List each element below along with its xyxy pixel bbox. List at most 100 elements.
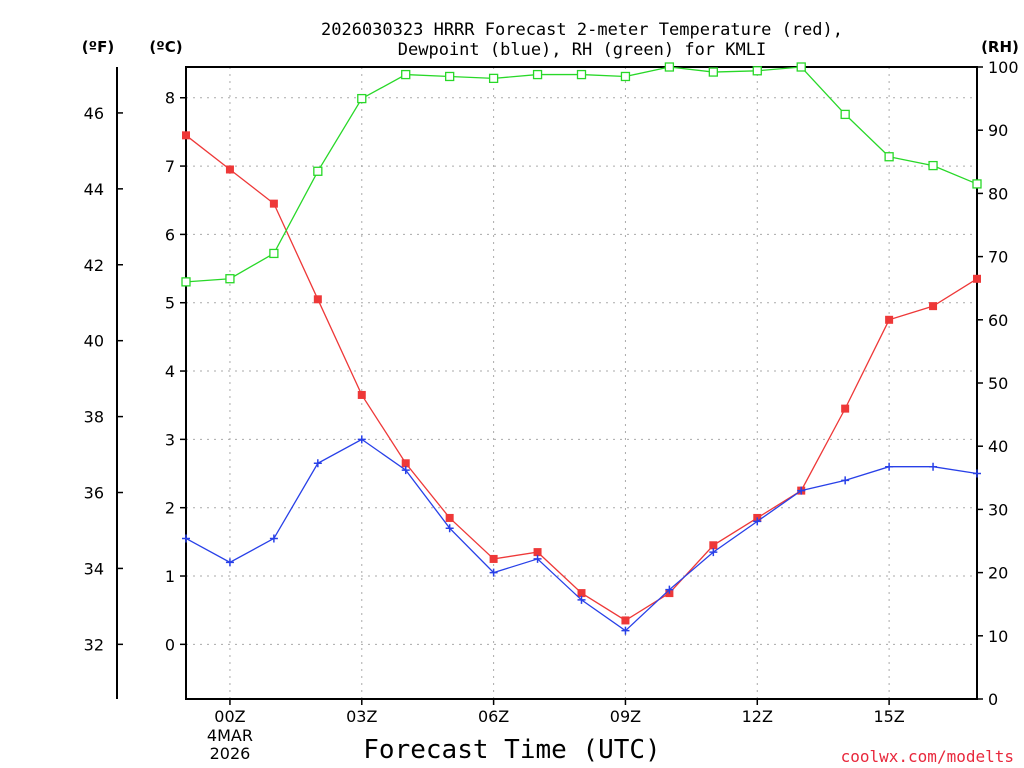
dewpoint-point: [269, 534, 278, 543]
rh-point: [357, 93, 367, 104]
x-tick-label: 03Z: [346, 707, 377, 726]
rh-point: [181, 277, 191, 287]
temperature-point: [313, 295, 322, 304]
rh-unit-label: (RH): [981, 38, 1019, 56]
x-tick-label: 09Z: [610, 707, 641, 726]
rh-point: [972, 179, 982, 189]
rh-tick-label: 40: [988, 437, 1008, 456]
temperature-point: [621, 616, 630, 625]
x-axis-title: Forecast Time (UTC): [363, 735, 660, 765]
temperature-point: [709, 541, 718, 550]
fahrenheit-tick-label: 46: [84, 104, 104, 123]
x-tick-label: 12Z: [742, 707, 773, 726]
rh-tick-label: 60: [988, 311, 1008, 330]
rh-tick-label: 20: [988, 564, 1008, 583]
rh-tick-label: 30: [988, 500, 1008, 519]
celsius-tick-label: 2: [165, 499, 175, 518]
temperature-point: [841, 404, 850, 413]
fahrenheit-tick-label: 36: [84, 484, 104, 503]
x-tick-label: 15Z: [873, 707, 904, 726]
date-label-year: 2026: [210, 744, 251, 763]
rh-tick-label: 70: [988, 248, 1008, 267]
rh-point: [884, 152, 894, 162]
rh-line: [185, 66, 978, 283]
temperature-point: [269, 199, 278, 208]
grid-lines: [186, 67, 977, 699]
fahrenheit-tick-label: 42: [84, 256, 104, 275]
celsius-tick-label: 4: [165, 362, 175, 381]
ticks-layer: 00Z 03Z 06Z 09Z 12Z 15Z4MAR202601234567832343…: [84, 58, 1019, 763]
rh-tick-label: 90: [988, 121, 1008, 140]
rh-point: [401, 69, 411, 80]
fahrenheit-tick-label: 44: [84, 180, 104, 199]
x-tick-label: 00Z: [214, 707, 245, 726]
temperature-point: [973, 274, 981, 283]
chart-title-line1: 2026030323 HRRR Forecast 2-meter Tempera…: [321, 20, 843, 40]
rh-point: [928, 160, 938, 171]
temperature-point: [182, 131, 190, 140]
dewpoint-point: [621, 626, 630, 635]
rh-point: [313, 166, 323, 176]
celsius-tick-label: 1: [165, 567, 175, 586]
temperature-series: [182, 131, 981, 625]
temperature-point: [885, 315, 894, 324]
celsius-tick-label: 8: [165, 89, 175, 108]
temperature-line: [185, 134, 978, 622]
rh-series: [181, 62, 982, 287]
rh-point: [620, 71, 631, 82]
rh-tick-label: 0: [988, 690, 998, 709]
rh-point: [576, 69, 587, 80]
dewpoint-point: [182, 534, 190, 543]
rh-tick-label: 10: [988, 627, 1008, 646]
fahrenheit-tick-label: 40: [84, 332, 104, 351]
celsius-tick-label: 6: [165, 225, 175, 244]
dewpoint-point: [885, 462, 894, 471]
dewpoint-point: [489, 568, 498, 577]
rh-tick-label: 50: [988, 374, 1008, 393]
dewpoint-point: [401, 466, 410, 475]
rh-point: [796, 62, 806, 72]
dewpoint-point: [797, 486, 806, 495]
x-tick-label: 06Z: [478, 707, 509, 726]
rh-point: [225, 274, 235, 284]
temperature-point: [577, 589, 586, 598]
fahrenheit-tick-label: 32: [84, 635, 104, 654]
celsius-tick-label: 7: [165, 157, 175, 176]
fahrenheit-tick-label: 34: [84, 559, 104, 578]
rh-tick-label: 100: [988, 58, 1019, 77]
dewpoint-point: [841, 476, 850, 485]
fahrenheit-tick-label: 38: [84, 408, 104, 427]
rh-point: [752, 66, 762, 76]
temperature-point: [401, 459, 410, 468]
series-layer: [181, 62, 982, 635]
source-credit: coolwx.com/modelts: [841, 747, 1014, 766]
rh-point: [708, 67, 718, 77]
celsius-tick-label: 3: [165, 430, 175, 449]
dewpoint-point: [357, 435, 366, 444]
temperature-point: [533, 548, 542, 557]
chart-title-line2: Dewpoint (blue), RH (green) for KMLI: [398, 40, 766, 60]
dewpoint-point: [709, 548, 718, 557]
dewpoint-point: [665, 585, 674, 594]
dewpoint-point: [929, 462, 938, 471]
dewpoint-point: [313, 459, 322, 468]
dewpoint-point: [577, 595, 586, 604]
rh-point: [532, 69, 543, 80]
dewpoint-series: [182, 435, 981, 635]
rh-point: [488, 73, 499, 84]
date-label-month: 4MAR: [207, 726, 253, 745]
celsius-unit-label: (ºC): [149, 38, 182, 56]
temperature-point: [489, 554, 498, 563]
fahrenheit-unit-label: (ºF): [82, 38, 114, 56]
temperature-point: [445, 513, 454, 522]
rh-point: [840, 109, 850, 120]
dewpoint-point: [973, 469, 981, 478]
dewpoint-point: [533, 554, 542, 563]
rh-point: [445, 71, 455, 82]
rh-tick-label: 80: [988, 184, 1008, 203]
temperature-point: [225, 165, 234, 174]
dewpoint-point: [445, 524, 454, 533]
temperature-point: [357, 390, 366, 399]
rh-point: [269, 248, 279, 259]
